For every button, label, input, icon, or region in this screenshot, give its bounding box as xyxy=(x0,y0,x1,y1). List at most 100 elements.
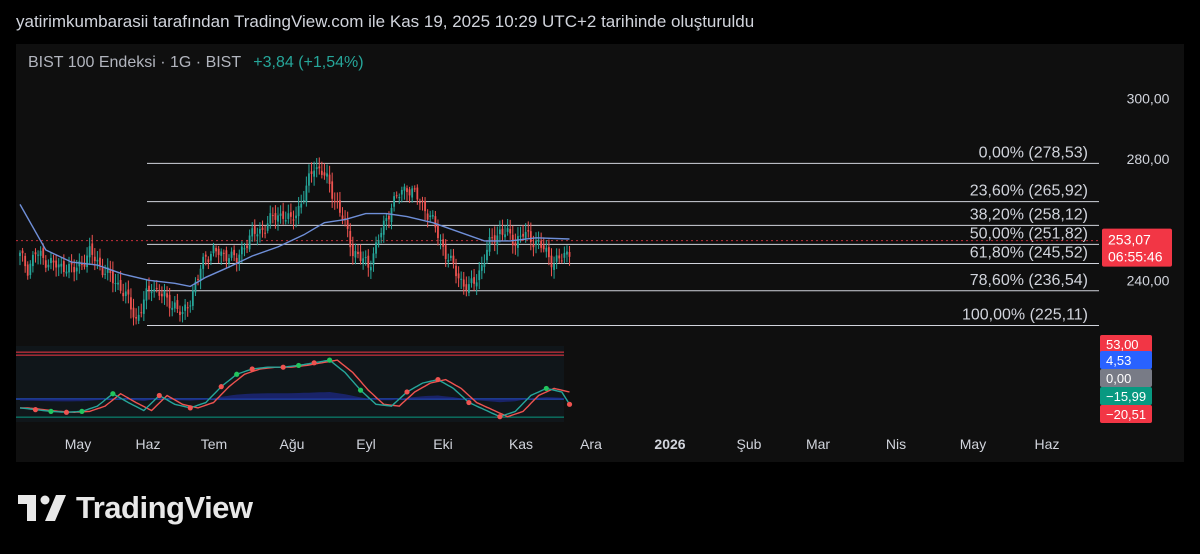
candle-body xyxy=(50,257,52,264)
candle-body xyxy=(60,263,63,267)
change-label: +3,84 (+1,54%) xyxy=(253,54,364,71)
candle-body xyxy=(524,231,527,240)
candle-body xyxy=(55,260,58,268)
tradingview-brand[interactable]: TradingView xyxy=(18,490,253,526)
candle-body xyxy=(462,279,465,287)
candle-body xyxy=(550,255,553,268)
candle-body xyxy=(480,265,483,271)
candle-body xyxy=(168,294,171,309)
time-axis: May Haz Tem Ağu Eyl Eki Kas Ara 2026 Şub Mar Nis May… xyxy=(65,436,1060,452)
candle-body xyxy=(145,288,148,301)
candle-body xyxy=(295,215,297,219)
candle-body xyxy=(393,196,395,207)
candle-body xyxy=(498,229,501,235)
time-axis-label: 2026 xyxy=(654,436,685,452)
chart-canvas[interactable]: 0,00% (278,53) 23,60% (265,92) 38,20% (258… xyxy=(16,44,1184,462)
time-axis-label: Tem xyxy=(201,436,227,452)
candle-body xyxy=(537,239,540,242)
candle-body xyxy=(253,225,256,234)
candle-body xyxy=(207,259,210,263)
candle-body xyxy=(411,188,414,198)
oscillator-cross-dot xyxy=(79,408,85,414)
oscillator-cross-dot xyxy=(435,376,441,383)
candle-body xyxy=(395,195,398,197)
candle-body xyxy=(545,247,548,252)
candle-body xyxy=(398,197,401,199)
oscillator-level-label: 0,00 xyxy=(1106,371,1131,386)
candle-body xyxy=(142,299,145,314)
candle-body xyxy=(62,261,65,273)
candle-body xyxy=(367,255,370,268)
price-axis-tick: 280,00 xyxy=(1127,151,1170,167)
candle-body xyxy=(341,215,344,221)
candle-body xyxy=(191,290,194,306)
candle-body xyxy=(91,243,94,255)
candle-body xyxy=(308,173,310,186)
candle-body xyxy=(403,186,406,191)
candle-body xyxy=(377,240,380,245)
oscillator-cross-dot xyxy=(32,407,39,413)
candle-body xyxy=(176,300,179,309)
candle-body xyxy=(220,251,223,256)
candle-body xyxy=(449,255,452,258)
candle-body xyxy=(442,239,445,247)
fib-level-label: 50,00% (251,82) xyxy=(970,225,1088,242)
candle-body xyxy=(81,263,83,265)
candle-body xyxy=(558,255,561,259)
candle-body xyxy=(132,307,135,318)
oscillator-cross-dot xyxy=(280,364,286,370)
candle-body xyxy=(493,235,496,243)
symbol-label[interactable]: BIST 100 Endeksi · 1G · BIST xyxy=(28,54,241,71)
candle-body xyxy=(155,287,158,290)
candle-body xyxy=(39,250,42,256)
price-axis-tick: 300,00 xyxy=(1127,90,1170,106)
oscillator-cross-dot xyxy=(327,357,333,363)
candle-body xyxy=(566,251,568,255)
chart-frame[interactable]: 0,00% (278,53) 23,60% (265,92) 38,20% (258… xyxy=(16,44,1184,462)
candle-body xyxy=(109,269,112,274)
candle-body xyxy=(42,248,45,258)
candle-body xyxy=(104,273,107,275)
candle-body xyxy=(24,255,27,267)
symbol-legend[interactable]: BIST 100 Endeksi · 1G · BIST +3,84 (+1,5… xyxy=(28,54,364,72)
candle-body xyxy=(166,293,168,298)
candle-body xyxy=(313,170,316,177)
candle-body xyxy=(315,167,318,170)
candle-body xyxy=(529,231,532,243)
candle-body xyxy=(243,248,246,250)
candle-body xyxy=(78,261,81,267)
candle-body xyxy=(362,258,365,264)
candle-body xyxy=(99,257,101,266)
candle-body xyxy=(261,227,264,230)
candle-body xyxy=(70,261,73,265)
bar-countdown-label: 06:55:46 xyxy=(1108,249,1163,265)
oscillator-level-badge xyxy=(1100,335,1152,353)
candle-body xyxy=(279,213,282,216)
candle-body xyxy=(171,307,174,310)
candle-body xyxy=(535,240,537,245)
candle-body xyxy=(372,253,375,265)
oscillator-cross-dot xyxy=(249,366,255,372)
candle-body xyxy=(413,188,416,190)
oscillator-cross-dot xyxy=(296,362,302,369)
candle-body xyxy=(240,246,243,255)
candle-body xyxy=(302,200,305,202)
candle-body xyxy=(486,249,488,261)
candle-body xyxy=(179,311,181,316)
candle-body xyxy=(522,233,524,237)
candle-body xyxy=(388,215,390,220)
candle-body xyxy=(73,266,76,273)
oscillator-level-label: 4,53 xyxy=(1106,353,1131,368)
candle-body xyxy=(560,260,563,262)
candle-body xyxy=(197,278,199,280)
time-axis-label: Mar xyxy=(806,436,830,452)
candle-body xyxy=(29,263,32,276)
created-by-header: yatirimkumbarasii tarafından TradingView… xyxy=(16,12,755,31)
candle-body xyxy=(117,282,119,285)
candle-body xyxy=(424,201,426,212)
candle-body xyxy=(204,254,207,257)
price-axis: 300,00 280,00 240,00 xyxy=(1127,90,1170,288)
candle-body xyxy=(259,229,261,234)
oscillator-cross-dot xyxy=(63,409,70,415)
candle-body xyxy=(326,173,328,177)
